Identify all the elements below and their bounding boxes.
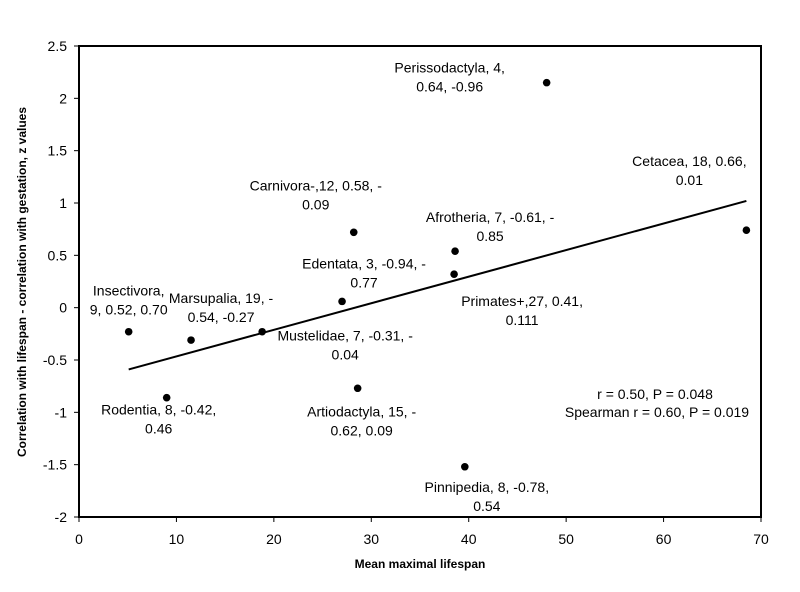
stat-spearman: Spearman r = 0.60, P = 0.019 <box>565 404 749 420</box>
y-tick-label: -1.5 <box>43 457 67 473</box>
y-tick-label: -0.5 <box>43 352 67 368</box>
point-label-primates: Primates+,27, 0.41, 0.111 <box>461 293 583 328</box>
data-point-cetacea <box>742 226 751 235</box>
x-tick-label: 30 <box>363 531 379 547</box>
y-axis: -2 -1.5 -1 -0.5 0 0.5 1 1.5 2 2.5 <box>43 38 79 525</box>
data-point-edentata <box>338 297 346 306</box>
point-label-cetacea: Cetacea, 18, 0.66, 0.01 <box>632 153 746 188</box>
point-labels: Insectivora, 9, 0.52, 0.70 Rodentia, 8, -0… <box>90 60 747 514</box>
point-label-rodentia: Rodentia, 8, -0.42, 0.46 <box>101 402 216 437</box>
point-label-afrotheria: Afrotheria, 7, -0.61, -0.85 <box>426 209 555 244</box>
point-label-artiodactyla: Artiodactyla, 15, -0.62, 0.09 <box>307 403 416 438</box>
x-axis-title: Mean maximal lifespan <box>355 557 486 571</box>
data-point-carnivora <box>349 228 358 237</box>
data-point-marsupalia <box>187 336 195 344</box>
trend-line <box>128 199 747 371</box>
point-label-marsupalia: Marsupalia, 19, -0.54, -0.27 <box>169 290 274 325</box>
point-label-mustelidae: Mustelidae, 7, -0.31, -0.04 <box>277 328 413 363</box>
data-point-artiodactyla <box>353 384 362 393</box>
y-tick-label: 1 <box>59 195 67 211</box>
y-tick-label: -2 <box>55 509 68 525</box>
data-point-pinnipedia <box>461 462 469 471</box>
point-label-insectivora: Insectivora, 9, 0.52, 0.70 <box>90 283 168 318</box>
y-axis-title: Correlation with lifespan - correlation … <box>15 107 29 457</box>
data-points <box>124 78 751 471</box>
x-tick-label: 60 <box>656 531 672 547</box>
x-axis: 0 10 20 30 40 50 60 70 <box>75 517 769 547</box>
y-tick-label: 2.5 <box>48 38 68 54</box>
point-label-pinnipedia: Pinnipedia, 8, -0.78, 0.54 <box>425 479 550 514</box>
y-tick-label: 1.5 <box>48 143 68 159</box>
data-point-insectivora <box>124 327 133 336</box>
x-tick-label: 0 <box>75 531 83 547</box>
point-label-perissodactyla: Perissodactyla, 4, 0.64, -0.96 <box>394 60 505 95</box>
x-tick-label: 10 <box>169 531 185 547</box>
plot-frame <box>78 45 762 518</box>
data-point-afrotheria <box>451 247 459 255</box>
data-point-primates <box>450 270 458 278</box>
data-point-rodentia <box>162 393 171 402</box>
point-label-edentata: Edentata, 3, -0.94, -0.77 <box>302 255 426 290</box>
stat-pearson: r = 0.50, P = 0.048 <box>597 386 713 402</box>
x-tick-label: 70 <box>753 531 769 547</box>
y-tick-label: 2 <box>59 90 67 106</box>
data-point-mustelidae <box>258 327 266 336</box>
point-label-carnivora: Carnivora-,12, 0.58, -0.09 <box>250 177 383 212</box>
y-tick-label: 0.5 <box>48 247 68 263</box>
y-tick-label: -1 <box>55 404 68 420</box>
x-tick-label: 50 <box>558 531 574 547</box>
x-tick-label: 20 <box>266 531 282 547</box>
x-tick-label: 40 <box>461 531 477 547</box>
y-tick-label: 0 <box>59 300 67 316</box>
data-point-perissodactyla <box>542 78 551 87</box>
